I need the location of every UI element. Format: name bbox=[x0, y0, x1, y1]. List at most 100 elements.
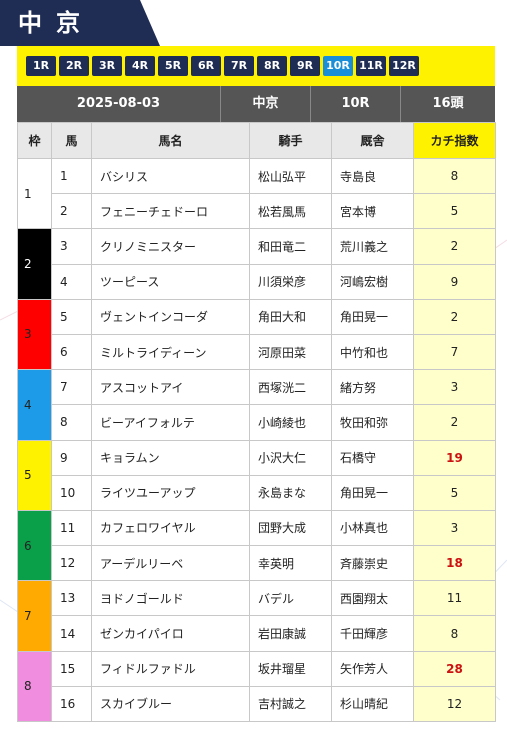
race-tab-6r[interactable]: 6R bbox=[191, 56, 221, 76]
horse-number-cell: 2 bbox=[51, 193, 92, 230]
venue-header-tab bbox=[0, 0, 160, 46]
trainer-cell: 河嶋宏樹 bbox=[331, 263, 414, 300]
kachi-index-cell: 5 bbox=[413, 474, 496, 511]
race-selector-bar: 1R 2R 3R 4R 5R 6R 7R 8R 9R 10R 11R 12R bbox=[17, 46, 495, 86]
jockey-cell: バデル bbox=[249, 580, 332, 617]
trainer-cell: 矢作芳人 bbox=[331, 650, 414, 687]
trainer-cell: 緒方努 bbox=[331, 369, 414, 406]
waku-cell: 3 bbox=[17, 298, 52, 371]
kachi-index-cell: 9 bbox=[413, 263, 496, 300]
trainer-cell: 宮本博 bbox=[331, 193, 414, 230]
horse-name-cell: クリノミニスター bbox=[91, 228, 250, 265]
horse-number-cell: 8 bbox=[51, 404, 92, 441]
trainer-cell: 荒川義之 bbox=[331, 228, 414, 265]
waku-cell: 1 bbox=[17, 157, 52, 230]
table-row: 4 ツーピース 川須栄彦 河嶋宏樹 9 bbox=[18, 263, 496, 300]
race-table: 2025-08-03 中京 10R 16頭 枠 馬 馬名 騎手 厩舎 カチ指数 … bbox=[17, 86, 496, 723]
table-row: 6 ミルトライディーン 河原田菜 中竹和也 7 bbox=[18, 333, 496, 371]
trainer-cell: 寺島良 bbox=[331, 157, 414, 195]
race-tab-3r[interactable]: 3R bbox=[92, 56, 122, 76]
kachi-index-cell: 2 bbox=[413, 404, 496, 441]
table-row: 3 5 ヴェントインコーダ 角田大和 角田晃一 2 bbox=[17, 298, 496, 371]
horse-number-cell: 7 bbox=[51, 369, 92, 406]
kachi-index-cell: 3 bbox=[413, 369, 496, 406]
kachi-index-cell: 5 bbox=[413, 193, 496, 230]
race-tab-8r[interactable]: 8R bbox=[257, 56, 287, 76]
jockey-cell: 坂井瑠星 bbox=[249, 650, 332, 687]
table-row: 12 アーデルリーベ 幸英明 斉藤崇史 18 bbox=[18, 545, 496, 582]
race-tab-4r[interactable]: 4R bbox=[125, 56, 155, 76]
col-header-horse-name: 馬名 bbox=[91, 122, 250, 159]
col-header-jockey: 騎手 bbox=[249, 122, 332, 159]
race-tab-9r[interactable]: 9R bbox=[290, 56, 320, 76]
kachi-index-cell: 18 bbox=[413, 545, 496, 582]
race-info-row: 2025-08-03 中京 10R 16頭 bbox=[17, 86, 495, 122]
kachi-index-cell: 8 bbox=[413, 157, 496, 195]
jockey-cell: 川須栄彦 bbox=[249, 263, 332, 300]
entries-body: 1 1 バシリス 松山弘平 寺島良 8 2 フェニーチェドーロ 松若風馬 宮本博 5 2 3 クリノミニス… bbox=[17, 157, 496, 723]
jockey-cell: 和田竜二 bbox=[249, 228, 332, 265]
race-tab-2r[interactable]: 2R bbox=[59, 56, 89, 76]
trainer-cell: 小林真也 bbox=[331, 509, 414, 547]
runner-count: 16頭 bbox=[432, 96, 464, 111]
horse-number-cell: 6 bbox=[51, 333, 92, 371]
jockey-cell: 岩田康誠 bbox=[249, 615, 332, 652]
horse-number-cell: 13 bbox=[51, 580, 92, 617]
jockey-cell: 角田大和 bbox=[249, 298, 332, 335]
jockey-cell: 吉村誠之 bbox=[249, 685, 332, 723]
trainer-cell: 西園翔太 bbox=[331, 580, 414, 617]
race-date: 2025-08-03 bbox=[17, 86, 221, 122]
trainer-cell: 斉藤崇史 bbox=[331, 545, 414, 582]
table-row: 6 11 カフェロワイヤル 団野大成 小林真也 3 bbox=[17, 509, 496, 582]
horse-name-cell: フィドルファドル bbox=[91, 650, 250, 687]
venue-title: 中京 bbox=[18, 9, 94, 37]
trainer-cell: 角田晃一 bbox=[331, 298, 414, 335]
race-tab-1r[interactable]: 1R bbox=[26, 56, 56, 76]
horse-number-cell: 14 bbox=[51, 615, 92, 652]
horse-name-cell: キョラムン bbox=[91, 439, 250, 476]
horse-name-cell: バシリス bbox=[91, 157, 250, 195]
race-tab-11r[interactable]: 11R bbox=[356, 56, 386, 76]
jockey-cell: 西塚洸二 bbox=[249, 369, 332, 406]
race-tab-7r[interactable]: 7R bbox=[224, 56, 254, 76]
waku-cell: 5 bbox=[17, 439, 52, 511]
trainer-cell: 中竹和也 bbox=[331, 333, 414, 371]
kachi-index-cell: 12 bbox=[413, 685, 496, 723]
jockey-cell: 小沢大仁 bbox=[249, 439, 332, 476]
col-header-kachi-index: カチ指数 bbox=[413, 122, 496, 159]
horse-number-cell: 15 bbox=[51, 650, 92, 687]
kachi-index-cell: 2 bbox=[413, 298, 496, 335]
horse-name-cell: ビーアイフォルテ bbox=[91, 404, 250, 441]
horse-number-cell: 3 bbox=[51, 228, 92, 265]
trainer-cell: 杉山晴紀 bbox=[331, 685, 414, 723]
race-tab-10r[interactable]: 10R bbox=[323, 56, 353, 76]
table-row: 16 スカイブルー 吉村誠之 杉山晴紀 12 bbox=[18, 685, 496, 723]
horse-name-cell: ヨドノゴールド bbox=[91, 580, 250, 617]
col-header-number: 馬 bbox=[51, 122, 92, 159]
jockey-cell: 松山弘平 bbox=[249, 157, 332, 195]
horse-number-cell: 11 bbox=[51, 509, 92, 547]
kachi-index-cell: 28 bbox=[413, 650, 496, 687]
table-row: 7 13 ヨドノゴールド バデル 西園翔太 11 bbox=[17, 580, 496, 652]
horse-number-cell: 5 bbox=[51, 298, 92, 335]
horse-name-cell: カフェロワイヤル bbox=[91, 509, 250, 547]
kachi-index-cell: 7 bbox=[413, 333, 496, 371]
horse-name-cell: ミルトライディーン bbox=[91, 333, 250, 371]
table-row: 5 9 キョラムン 小沢大仁 石橋守 19 bbox=[17, 439, 496, 511]
table-row: 10 ライツユーアップ 永島まな 角田晃一 5 bbox=[18, 474, 496, 511]
jockey-cell: 河原田菜 bbox=[249, 333, 332, 371]
race-venue: 中京 bbox=[221, 86, 311, 122]
race-tab-12r[interactable]: 12R bbox=[389, 56, 419, 76]
jockey-cell: 永島まな bbox=[249, 474, 332, 511]
kachi-index-cell: 19 bbox=[413, 439, 496, 476]
table-header-row: 枠 馬 馬名 騎手 厩舎 カチ指数 bbox=[17, 122, 496, 159]
horse-number-cell: 16 bbox=[51, 685, 92, 723]
horse-number-cell: 10 bbox=[51, 474, 92, 511]
trainer-cell: 石橋守 bbox=[331, 439, 414, 476]
race-tab-5r[interactable]: 5R bbox=[158, 56, 188, 76]
venue-header: 中京 bbox=[0, 0, 507, 46]
trainer-cell: 千田輝彦 bbox=[331, 615, 414, 652]
horse-name-cell: フェニーチェドーロ bbox=[91, 193, 250, 230]
horse-name-cell: ツーピース bbox=[91, 263, 250, 300]
horse-number-cell: 12 bbox=[51, 545, 92, 582]
